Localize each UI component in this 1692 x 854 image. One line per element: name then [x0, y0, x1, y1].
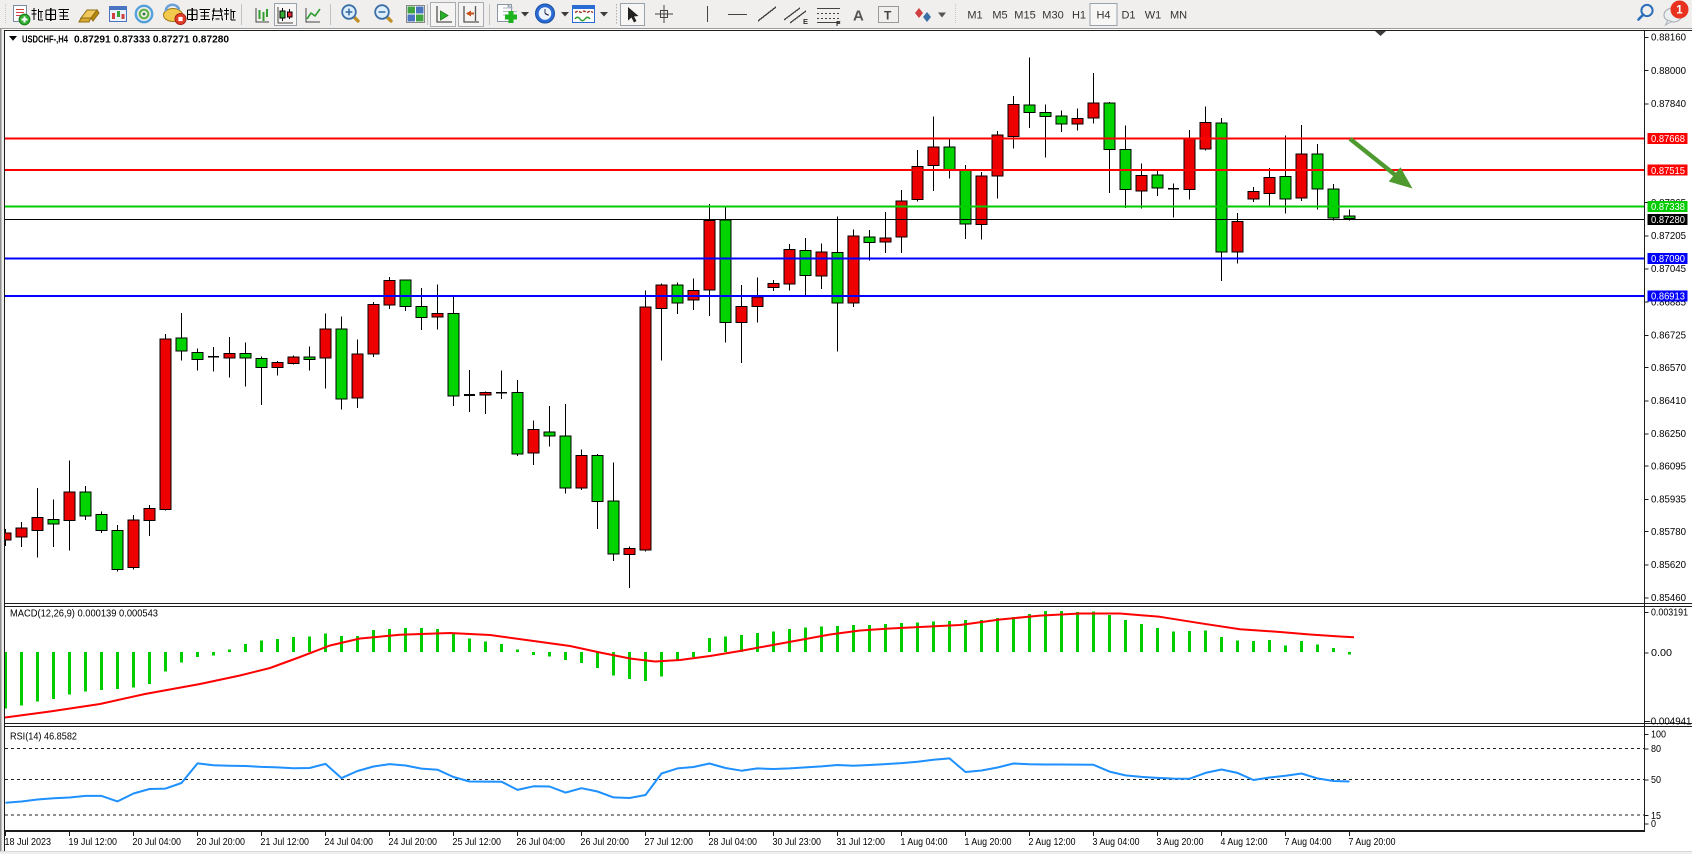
- svg-text:D1: D1: [1121, 10, 1135, 22]
- svg-text:RSI(14) 46.8582: RSI(14) 46.8582: [10, 731, 77, 743]
- svg-text:18 Jul 2023: 18 Jul 2023: [5, 836, 52, 848]
- svg-text:0.86570: 0.86570: [1651, 362, 1686, 374]
- svg-text:M30: M30: [1042, 10, 1063, 22]
- svg-text:1 Aug 20:00: 1 Aug 20:00: [965, 836, 1012, 848]
- svg-text:0.88160: 0.88160: [1651, 32, 1686, 44]
- svg-text:0.86095: 0.86095: [1651, 460, 1686, 472]
- svg-text:0.88000: 0.88000: [1651, 65, 1686, 77]
- svg-text:7 Aug 20:00: 7 Aug 20:00: [1349, 836, 1396, 848]
- svg-text:28 Jul 04:00: 28 Jul 04:00: [709, 836, 758, 848]
- svg-text:21 Jul 12:00: 21 Jul 12:00: [261, 836, 310, 848]
- svg-text:T: T: [884, 9, 892, 23]
- svg-text:W1: W1: [1145, 10, 1162, 22]
- svg-text:0.86725: 0.86725: [1651, 330, 1686, 342]
- svg-text:MN: MN: [1170, 10, 1187, 22]
- svg-text:2 Aug 12:00: 2 Aug 12:00: [1029, 836, 1076, 848]
- svg-text:1: 1: [1676, 4, 1683, 16]
- svg-text:15: 15: [1651, 810, 1661, 822]
- svg-text:50: 50: [1651, 774, 1661, 786]
- svg-text:0.00: 0.00: [1651, 647, 1672, 659]
- svg-text:0.87205: 0.87205: [1651, 230, 1686, 242]
- svg-text:30 Jul 23:00: 30 Jul 23:00: [773, 836, 822, 848]
- svg-text:26 Jul 20:00: 26 Jul 20:00: [581, 836, 630, 848]
- svg-text:3 Aug 04:00: 3 Aug 04:00: [1093, 836, 1140, 848]
- svg-text:0.87090: 0.87090: [1651, 253, 1685, 265]
- svg-text:27 Jul 12:00: 27 Jul 12:00: [645, 836, 694, 848]
- svg-text:20 Jul 04:00: 20 Jul 04:00: [133, 836, 182, 848]
- svg-text:H4: H4: [1096, 10, 1110, 22]
- svg-text:24 Jul 20:00: 24 Jul 20:00: [389, 836, 438, 848]
- svg-text:4 Aug 12:00: 4 Aug 12:00: [1221, 836, 1268, 848]
- svg-text:MACD(12,26,9) 0.000139 0.00054: MACD(12,26,9) 0.000139 0.000543: [10, 608, 158, 620]
- svg-text:H1: H1: [1072, 10, 1086, 22]
- svg-text:3 Aug 20:00: 3 Aug 20:00: [1157, 836, 1204, 848]
- svg-text:M5: M5: [992, 10, 1007, 22]
- svg-text:20 Jul 20:00: 20 Jul 20:00: [197, 836, 246, 848]
- svg-text:0.86913: 0.86913: [1651, 291, 1685, 303]
- svg-text:0.86250: 0.86250: [1651, 428, 1686, 440]
- svg-text:0.87515: 0.87515: [1651, 165, 1685, 177]
- svg-text:0.87338: 0.87338: [1651, 201, 1685, 213]
- svg-text:0.87045: 0.87045: [1651, 263, 1686, 275]
- svg-text:1 Aug 04:00: 1 Aug 04:00: [901, 836, 948, 848]
- svg-text:M1: M1: [967, 10, 982, 22]
- svg-text:100: 100: [1651, 729, 1666, 741]
- svg-text:0.85935: 0.85935: [1651, 494, 1686, 506]
- svg-text:24 Jul 04:00: 24 Jul 04:00: [325, 836, 374, 848]
- svg-text:0.87668: 0.87668: [1651, 133, 1685, 145]
- svg-text:0.85620: 0.85620: [1651, 559, 1686, 571]
- svg-text:25 Jul 12:00: 25 Jul 12:00: [453, 836, 502, 848]
- svg-text:19 Jul 12:00: 19 Jul 12:00: [69, 836, 118, 848]
- svg-text:USDCHF-,H4: USDCHF-,H4: [22, 34, 68, 46]
- svg-text:0.87840: 0.87840: [1651, 98, 1686, 110]
- svg-text:F: F: [836, 19, 841, 28]
- svg-text:31 Jul 12:00: 31 Jul 12:00: [837, 836, 886, 848]
- svg-text:26 Jul 04:00: 26 Jul 04:00: [517, 836, 566, 848]
- svg-text:80: 80: [1651, 743, 1661, 755]
- svg-text:7 Aug 04:00: 7 Aug 04:00: [1285, 836, 1332, 848]
- svg-text:-0.004941: -0.004941: [1648, 716, 1692, 728]
- svg-text:0.87291 0.87333 0.87271 0.8728: 0.87291 0.87333 0.87271 0.87280: [74, 34, 229, 46]
- svg-text:0.85460: 0.85460: [1651, 592, 1686, 604]
- svg-text:E: E: [803, 17, 808, 26]
- svg-text:0.86410: 0.86410: [1651, 395, 1686, 407]
- svg-text:0.85780: 0.85780: [1651, 526, 1686, 538]
- svg-text:A: A: [853, 8, 864, 25]
- svg-text:M15: M15: [1014, 10, 1035, 22]
- svg-text:0: 0: [1651, 818, 1656, 830]
- svg-text:0.87280: 0.87280: [1651, 214, 1685, 226]
- svg-text:0.003191: 0.003191: [1651, 607, 1688, 619]
